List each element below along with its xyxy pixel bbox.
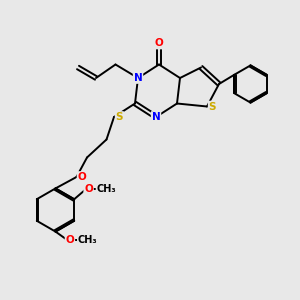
Text: CH₃: CH₃ — [78, 235, 98, 245]
Text: N: N — [152, 112, 160, 122]
Text: O: O — [65, 235, 74, 245]
Text: S: S — [209, 101, 216, 112]
Text: O: O — [154, 38, 164, 49]
Text: S: S — [116, 112, 123, 122]
Text: O: O — [84, 184, 93, 194]
Text: N: N — [134, 73, 142, 83]
Text: O: O — [77, 172, 86, 182]
Text: CH₃: CH₃ — [97, 184, 116, 194]
